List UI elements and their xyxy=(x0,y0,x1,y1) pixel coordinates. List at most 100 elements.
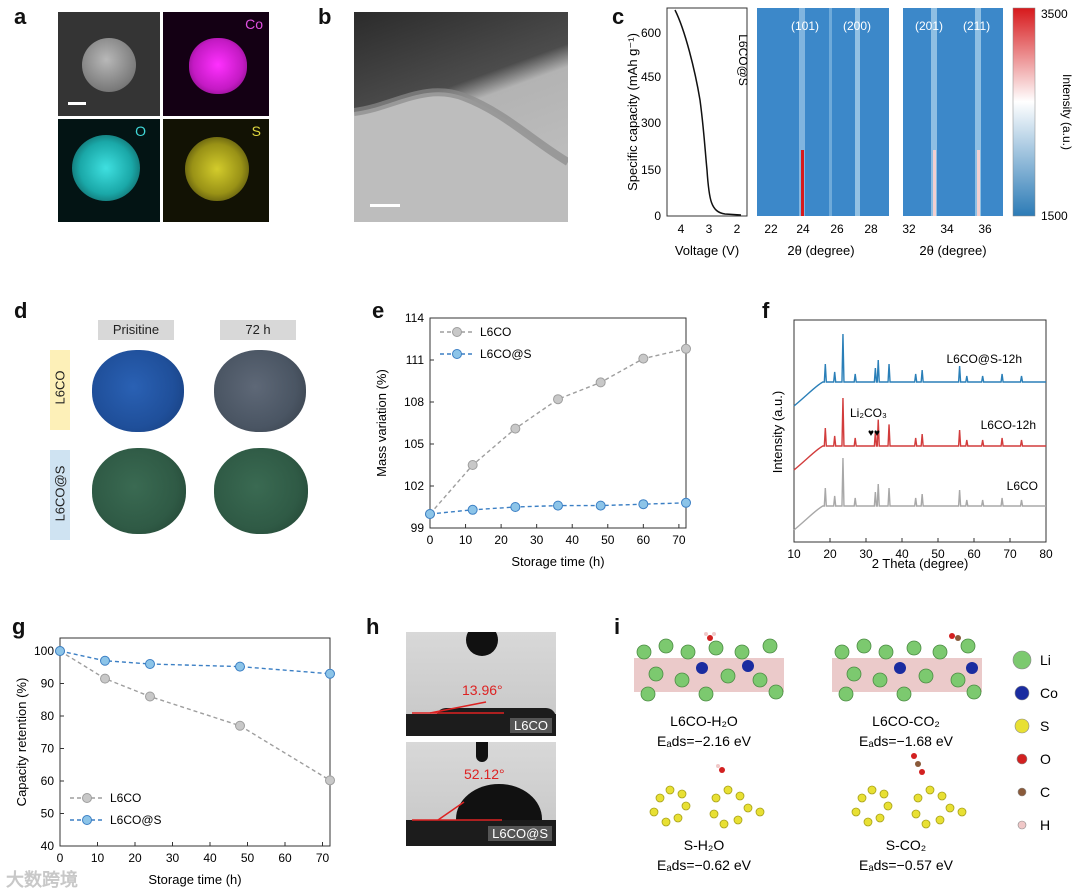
g-point-1 xyxy=(325,668,335,679)
e-ytick-label: 111 xyxy=(406,353,425,367)
panel-label-f: f xyxy=(762,298,770,323)
legend-label-c: C xyxy=(1040,784,1050,800)
e-legend-marker xyxy=(452,349,462,359)
e-xtick-label: 10 xyxy=(459,533,473,547)
g-plot-frame xyxy=(59,637,331,847)
atom-legend: Li Co S O C H xyxy=(1012,650,1058,833)
g-ytick-label: 90 xyxy=(41,677,55,691)
g-ytick-label: 40 xyxy=(41,839,55,853)
legend-label-li: Li xyxy=(1040,652,1051,668)
legend-atom-h xyxy=(1017,820,1027,830)
f-xtick-label: 80 xyxy=(1039,547,1053,561)
angle-bottom: 52.12° xyxy=(464,766,505,782)
e-point-0 xyxy=(595,377,606,388)
e-legend-marker xyxy=(452,327,462,337)
g-xtick-label: 40 xyxy=(203,851,217,865)
e-legend-label: L6CO@S xyxy=(480,347,532,361)
xrd-map-1 xyxy=(757,8,889,216)
g-yticks: 40 50 60 70 80 90 100 xyxy=(34,644,64,853)
voltage-xlabel: Voltage (V) xyxy=(675,243,739,258)
g-legend-marker xyxy=(82,815,92,825)
legend-atom-o xyxy=(1016,753,1028,765)
map1-stripe-b xyxy=(829,8,832,216)
f-xlabel: 2 Theta (degree) xyxy=(872,556,969,571)
g-point-1 xyxy=(100,655,110,666)
col-pristine: Prisitine xyxy=(98,320,174,340)
sulfur-h2o xyxy=(649,785,765,829)
e-point-1 xyxy=(510,502,521,512)
map1-hot-101 xyxy=(801,150,804,216)
colorbar xyxy=(1012,7,1036,217)
g-point-0 xyxy=(235,720,245,731)
f-annotation-li2co3: Li₂CO₃ xyxy=(850,406,887,420)
t2-36: 36 xyxy=(978,222,992,236)
co-atom-4 xyxy=(966,662,978,674)
g-legend-label: L6CO xyxy=(110,791,141,805)
g-point-1 xyxy=(235,661,245,672)
map1-stripe-200 xyxy=(855,8,860,216)
panel-c-svg: 600 450 300 150 0 Specific capacity (mAh… xyxy=(625,7,1074,258)
contact-angle-bottom: 52.12° L6CO@S xyxy=(406,742,556,846)
tem-scale-bar xyxy=(370,204,400,207)
e-series-line-0 xyxy=(429,348,687,515)
angle-top: 13.96° xyxy=(462,682,503,698)
panel-label-g: g xyxy=(12,614,26,639)
xrd-chart: 10 20 30 40 50 60 70 80 L6CO@S-12h L6CO-12h L6C… xyxy=(770,319,1053,571)
panel-label-b: b xyxy=(318,4,332,29)
legend-label-co: Co xyxy=(1040,685,1058,701)
o-atom-s-co2-a xyxy=(911,753,917,759)
panel-label-e: e xyxy=(372,298,385,323)
map2-hot-211 xyxy=(977,150,980,216)
legend-atom-c xyxy=(1017,787,1027,797)
o-atom-water xyxy=(707,635,713,641)
e-xtick-label: 60 xyxy=(637,533,651,547)
tem-coating xyxy=(354,88,568,166)
l6co-72h-powder xyxy=(214,350,306,432)
peak-211: (211) xyxy=(963,19,990,33)
g-point-1 xyxy=(55,646,65,656)
ytick-450: 450 xyxy=(641,70,661,84)
peak-101: (101) xyxy=(791,19,819,33)
o-map: O xyxy=(58,119,160,222)
g-point-0 xyxy=(325,775,335,786)
co-particle xyxy=(189,38,247,94)
e-ytick-label: 114 xyxy=(405,311,424,325)
map2-hot-201 xyxy=(933,150,936,216)
g-legend-marker xyxy=(82,793,92,803)
g-xlabel: Storage time (h) xyxy=(148,872,241,887)
g-xtick-label: 60 xyxy=(278,851,292,865)
t1-24: 24 xyxy=(796,222,810,236)
scale-bar xyxy=(68,102,86,105)
s-particle xyxy=(185,137,249,201)
legend-atom-li xyxy=(1012,650,1032,670)
g-legend: L6CO L6CO@S xyxy=(70,791,162,827)
ytick-600: 600 xyxy=(641,26,661,40)
particle xyxy=(82,38,136,92)
e-yticks: 102 105 108 111 114 99 xyxy=(404,311,434,535)
t1-22: 22 xyxy=(764,222,778,236)
label-l6co-co2: L6CO-CO₂ xyxy=(872,713,940,729)
f-xtick-label: 20 xyxy=(823,547,837,561)
g-point-0 xyxy=(145,691,155,702)
f-patterns xyxy=(793,333,1046,531)
e-legend-label: L6CO xyxy=(480,325,511,339)
angle-lines-top xyxy=(412,701,504,714)
e-l6co-co2: Eₐds=−1.68 eV xyxy=(859,733,954,749)
sulfur-co2 xyxy=(851,785,967,829)
t1-28: 28 xyxy=(864,222,878,236)
label-l6co-h2o: L6CO-H₂O xyxy=(670,713,738,729)
co-map: Co xyxy=(163,12,269,116)
label-s-co2: S-CO₂ xyxy=(886,837,926,853)
slab-l6co-co2 xyxy=(832,633,982,702)
tem-substrate xyxy=(354,92,568,222)
e-xtick-label: 0 xyxy=(427,533,434,547)
atom-legend-items: Li Co S O C H xyxy=(1012,650,1058,833)
voltage-plot-frame xyxy=(666,7,748,217)
e-point-0 xyxy=(467,460,478,470)
f-ylabel: Intensity (a.u.) xyxy=(770,391,785,473)
f-xtick-label: 60 xyxy=(967,547,981,561)
o-atom-co2-a xyxy=(949,633,955,639)
f-xtick-label: 50 xyxy=(931,547,945,561)
legend-atom-co xyxy=(1014,685,1030,701)
h-atom-a xyxy=(704,632,708,636)
